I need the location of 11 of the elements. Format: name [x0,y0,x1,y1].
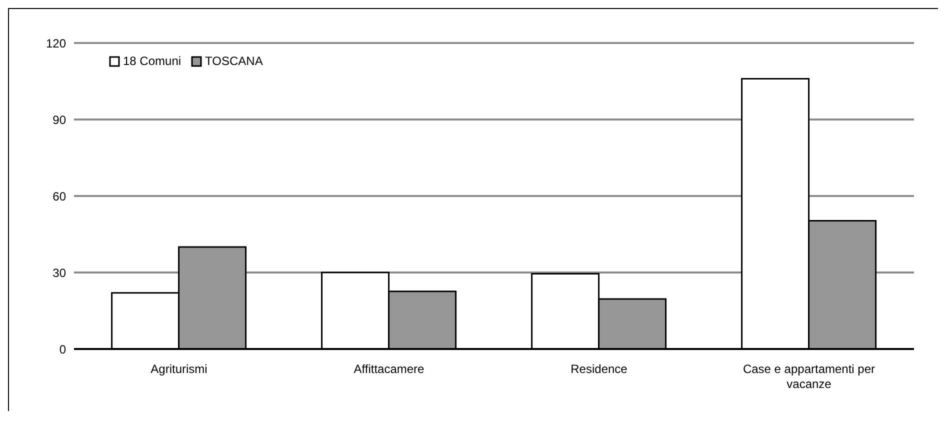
y-tick-label: 120 [46,36,66,50]
legend-label: TOSCANA [205,54,263,68]
y-tick-label: 90 [52,112,66,127]
y-tick-label: 60 [52,189,66,204]
legend-label: 18 Comuni [123,54,182,68]
y-tick-label: 30 [52,266,66,280]
x-tick-label: Case e appartamenti per vacanze [742,362,876,391]
x-tick-label: Residence [570,362,628,376]
y-tick-label: 0 [59,342,66,356]
x-tick-label: Agriturismi [150,362,208,376]
x-tick-label: Affittacamere [354,362,425,376]
